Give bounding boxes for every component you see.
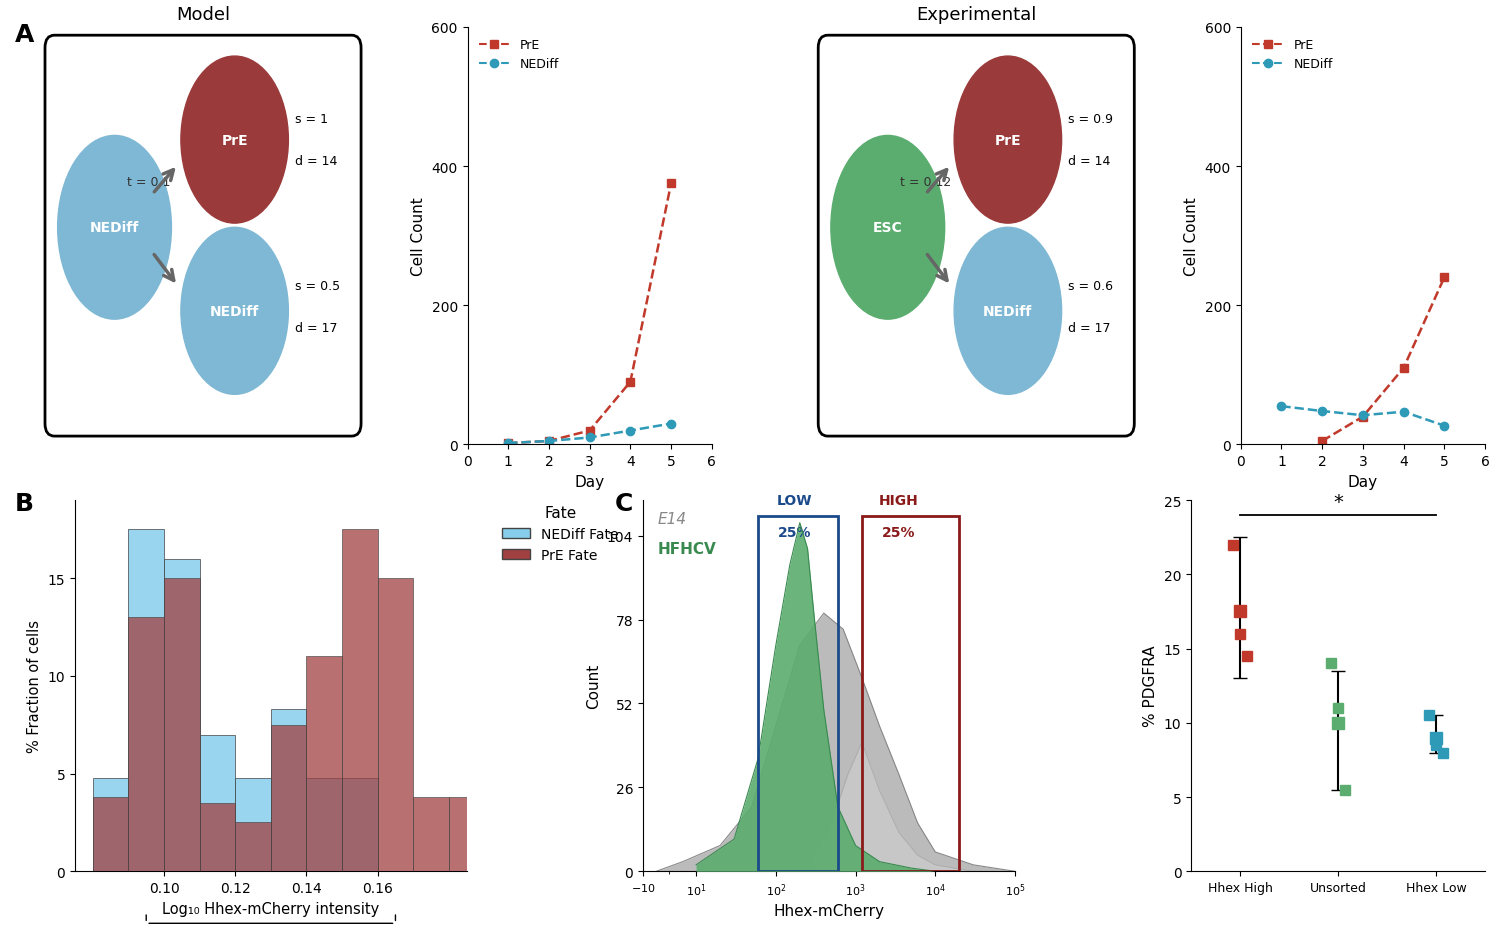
NEDiff: [1272, 401, 1290, 413]
NEDiff: [580, 432, 598, 444]
Text: 25%: 25%: [882, 526, 915, 540]
Legend: PrE, NEDiff: PrE, NEDiff: [474, 34, 564, 76]
Bar: [129, 617, 164, 871]
NEDiff: [662, 418, 680, 429]
Line: NEDiff: NEDiff: [1278, 402, 1449, 430]
Text: 25%: 25%: [777, 526, 812, 540]
Text: t = 0.12: t = 0.12: [900, 175, 951, 189]
PrE: [1395, 362, 1413, 374]
PrE: [580, 425, 598, 437]
Bar: [164, 559, 200, 871]
NEDiff: [1354, 410, 1372, 421]
PrE: [540, 436, 558, 447]
Bar: [93, 797, 129, 871]
Ellipse shape: [954, 57, 1062, 223]
NEDiff: [621, 425, 639, 437]
Line: PrE: PrE: [1318, 274, 1449, 446]
Text: d = 14: d = 14: [294, 155, 338, 168]
NEDiff: [540, 436, 558, 447]
Bar: [448, 797, 484, 871]
Bar: [758, 516, 839, 871]
Bar: [306, 656, 342, 871]
Bar: [272, 709, 306, 871]
Bar: [93, 778, 129, 871]
Ellipse shape: [182, 57, 288, 223]
Y-axis label: % PDGFRA: % PDGFRA: [1143, 645, 1158, 727]
NEDiff: [1312, 406, 1330, 417]
Ellipse shape: [182, 228, 288, 395]
NEDiff: [1436, 421, 1454, 432]
Text: d = 17: d = 17: [1068, 322, 1110, 335]
PrE: [662, 179, 680, 190]
Text: t = 0.1: t = 0.1: [128, 175, 171, 189]
Text: NEDiff: NEDiff: [982, 304, 1032, 319]
Text: d = 17: d = 17: [294, 322, 338, 335]
Text: NEDiff: NEDiff: [210, 304, 260, 319]
Text: s = 0.5: s = 0.5: [294, 280, 340, 293]
Legend: PrE, NEDiff: PrE, NEDiff: [1246, 34, 1338, 76]
PrE: [1354, 412, 1372, 423]
Text: *: *: [1334, 492, 1342, 511]
Line: NEDiff: NEDiff: [504, 420, 675, 448]
Bar: [236, 822, 272, 871]
X-axis label: Day: Day: [1348, 475, 1378, 489]
Bar: [200, 735, 236, 871]
Line: PrE: PrE: [504, 180, 675, 448]
Text: d = 14: d = 14: [1068, 155, 1110, 168]
NEDiff: [500, 438, 517, 449]
PrE: [1436, 273, 1454, 284]
X-axis label: Hhex-mCherry: Hhex-mCherry: [774, 903, 885, 919]
Bar: [272, 725, 306, 871]
FancyBboxPatch shape: [45, 36, 362, 437]
PrE: [500, 438, 517, 449]
Text: PrE: PrE: [994, 133, 1022, 147]
Text: LOW: LOW: [777, 493, 812, 507]
Y-axis label: Count: Count: [586, 664, 602, 708]
Y-axis label: % Fraction of cells: % Fraction of cells: [27, 619, 42, 753]
Bar: [164, 578, 200, 871]
Title: Experimental: Experimental: [916, 6, 1036, 23]
Text: C: C: [615, 491, 633, 515]
Ellipse shape: [831, 136, 945, 320]
Bar: [862, 516, 960, 871]
Text: B: B: [15, 491, 34, 515]
Text: E14: E14: [658, 512, 687, 527]
Text: NEDiff: NEDiff: [90, 221, 140, 235]
Text: HIGH: HIGH: [879, 493, 920, 507]
Text: s = 1: s = 1: [294, 113, 327, 126]
Text: HFHCV: HFHCV: [658, 541, 717, 556]
Text: A: A: [15, 23, 34, 47]
Bar: [414, 797, 448, 871]
Y-axis label: Cell Count: Cell Count: [1184, 197, 1198, 275]
Bar: [342, 530, 378, 871]
Text: PrE: PrE: [222, 133, 248, 147]
Bar: [236, 778, 272, 871]
Bar: [129, 530, 164, 871]
Y-axis label: Cell Count: Cell Count: [411, 197, 426, 275]
Bar: [378, 578, 414, 871]
Bar: [200, 803, 236, 871]
FancyBboxPatch shape: [818, 36, 1134, 437]
Legend: NEDiff Fate, PrE Fate: NEDiff Fate, PrE Fate: [496, 500, 624, 568]
Ellipse shape: [954, 228, 1062, 395]
Text: s = 0.6: s = 0.6: [1068, 280, 1113, 293]
Text: ESC: ESC: [873, 221, 903, 235]
X-axis label: Log₁₀ Hhex-mCherry intensity: Log₁₀ Hhex-mCherry intensity: [162, 901, 380, 916]
PrE: [621, 376, 639, 387]
Bar: [342, 778, 378, 871]
NEDiff: [1395, 407, 1413, 418]
Ellipse shape: [57, 136, 171, 320]
Text: s = 0.9: s = 0.9: [1068, 113, 1113, 126]
PrE: [1312, 436, 1330, 447]
Title: Model: Model: [176, 6, 230, 23]
X-axis label: Day: Day: [574, 475, 604, 489]
Bar: [306, 778, 342, 871]
